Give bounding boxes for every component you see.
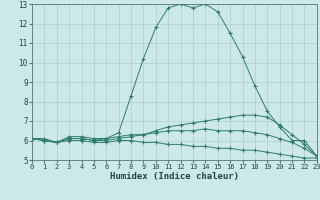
X-axis label: Humidex (Indice chaleur): Humidex (Indice chaleur): [110, 172, 239, 181]
